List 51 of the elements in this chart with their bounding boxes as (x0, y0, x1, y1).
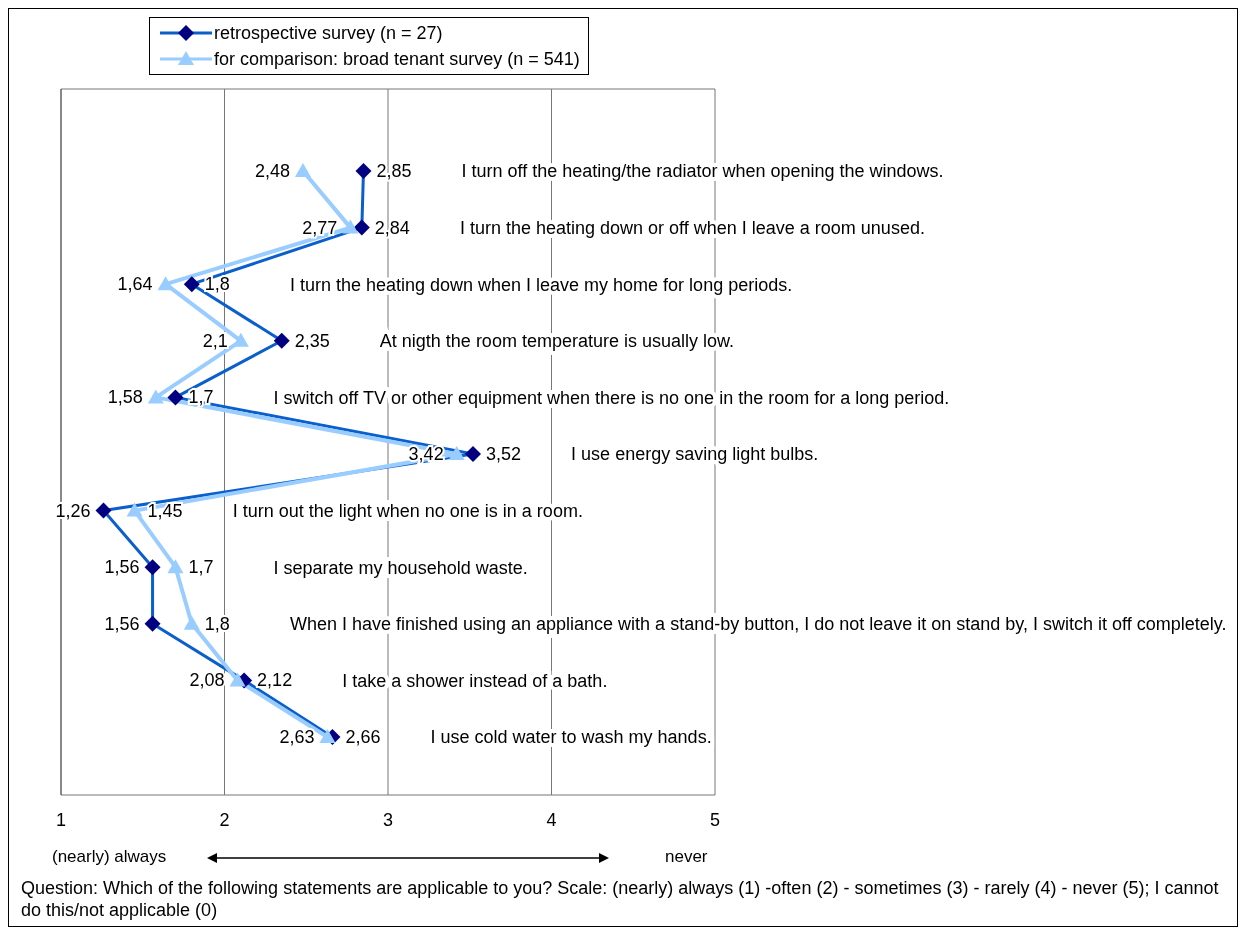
data-label: 2,1 (202, 330, 228, 351)
y-tick-label: I turn out the light when no one is in a room. (232, 500, 583, 521)
data-label: 1,58 (107, 387, 143, 408)
point (294, 163, 311, 177)
point (167, 559, 184, 574)
data-label: 3,42 (408, 444, 444, 464)
point (126, 502, 143, 517)
data-label: 2,63 (279, 727, 315, 747)
data-label: 3,52 (486, 444, 522, 464)
y-tick-label: At nigth the room temperature is usually low. (379, 331, 735, 352)
point (319, 729, 336, 743)
x-tick-label: 1 (55, 809, 67, 830)
point (229, 672, 246, 687)
data-label: 1,64 (117, 274, 153, 295)
y-tick-label: I switch off TV or other equipment when there is no one in the room for a long period. (273, 387, 950, 408)
y-tick-label: I turn off the heating/the radiator when opening the windows. (461, 161, 944, 182)
y-tick-label: I take a shower instead of a bath. (342, 670, 608, 691)
data-label: 1,26 (55, 500, 91, 521)
data-label: 2,77 (302, 217, 338, 238)
point (183, 615, 200, 630)
legend-label: retrospective survey (n = 27) (214, 22, 443, 44)
data-label: 2,85 (376, 161, 412, 181)
data-label: 1,45 (147, 500, 183, 521)
data-label: 1,56 (104, 613, 140, 634)
x-tick-label: 4 (546, 809, 557, 830)
data-label: 1,7 (188, 557, 214, 578)
text: (nearly) always (52, 847, 167, 867)
data-label: 2,48 (254, 161, 290, 181)
x-tick-label: 2 (219, 809, 230, 830)
legend-label: for comparison: broad tenant survey (n = 541) (214, 48, 580, 70)
y-tick-label: When I have finished using an appliance with a stand-by button, I do not leave it on stand by, I switch it off completely. (289, 614, 1227, 635)
x-tick-label: 3 (382, 809, 394, 830)
data-label: 1,56 (104, 557, 140, 578)
y-tick-label: I use cold water to wash my hands. (430, 727, 712, 748)
data-label: 2,08 (189, 670, 225, 691)
point (448, 446, 465, 460)
text: never (665, 847, 708, 867)
text: Question: Which of the following statements are applicable to you? Scale: (nearly) always (1) -often (2) - sometimes (3) - rarely (4) - never (5); I cannot do this/not applicable (0) (21, 877, 1220, 921)
data-label: 1,8 (204, 274, 230, 295)
data-label: 1,8 (204, 613, 230, 634)
x-tick-label: 5 (709, 809, 721, 830)
data-label: 2,12 (257, 670, 293, 691)
point (342, 219, 359, 234)
y-tick-label: I separate my household waste. (273, 557, 528, 578)
data-label: 2,66 (345, 727, 381, 747)
data-label: 2,35 (294, 330, 330, 351)
y-tick-label: I use energy saving light bulbs. (571, 444, 819, 465)
y-tick-label: I turn the heating down when I leave my home for long periods. (289, 274, 793, 295)
y-tick-label: I turn the heating down or off when I leave a room unused. (459, 217, 925, 238)
data-label: 2,84 (374, 217, 410, 238)
point (147, 389, 164, 404)
